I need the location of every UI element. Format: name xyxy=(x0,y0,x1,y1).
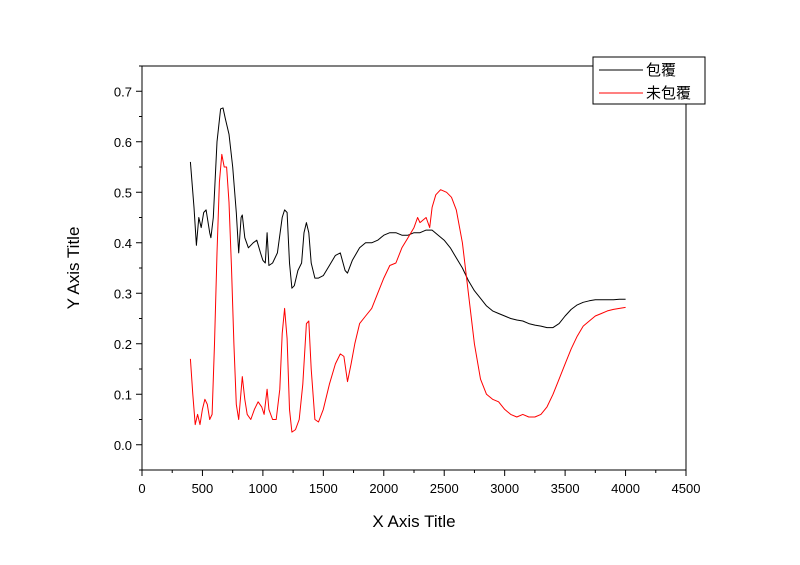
x-tick-label: 3000 xyxy=(490,481,519,496)
plot-area xyxy=(141,65,687,471)
y-tick-label: 0.0 xyxy=(114,438,132,453)
series-layer xyxy=(189,107,626,433)
x-tick-label: 2000 xyxy=(369,481,398,496)
y-tick-label: 0.1 xyxy=(114,387,132,402)
x-tick-label: 2500 xyxy=(430,481,459,496)
y-tick-label: 0.6 xyxy=(114,135,132,150)
legend-box xyxy=(592,56,706,105)
x-tick-label: 500 xyxy=(192,481,214,496)
legend: 包覆 未包覆 xyxy=(592,56,706,105)
x-axis-title: X Axis Title xyxy=(372,512,455,531)
y-tick-label: 0.4 xyxy=(114,236,132,251)
series-line-1 xyxy=(189,153,626,433)
y-tick-label: 0.5 xyxy=(114,185,132,200)
x-tick-label: 1500 xyxy=(309,481,338,496)
x-tick-label: 1000 xyxy=(248,481,277,496)
x-axis: 0 500 1000 1500 2000 2500 3000 3500 4000 4500 xyxy=(138,470,700,496)
y-axis: 0.0 0.1 0.2 0.3 0.4 0.5 0.6 0.7 xyxy=(114,65,142,471)
x-tick-label: 4500 xyxy=(672,481,701,496)
series-line-0 xyxy=(189,107,626,329)
y-tick-label: 0.7 xyxy=(114,84,132,99)
legend-label-uncoated: 未包覆 xyxy=(646,84,691,102)
x-tick-label: 3500 xyxy=(551,481,580,496)
y-axis-title: Y Axis Title xyxy=(64,227,83,310)
x-tick-label: 0 xyxy=(138,481,145,496)
legend-label-coated: 包覆 xyxy=(646,61,676,79)
y-tick-label: 0.3 xyxy=(114,286,132,301)
x-tick-label: 4000 xyxy=(611,481,640,496)
y-tick-label: 0.2 xyxy=(114,337,132,352)
